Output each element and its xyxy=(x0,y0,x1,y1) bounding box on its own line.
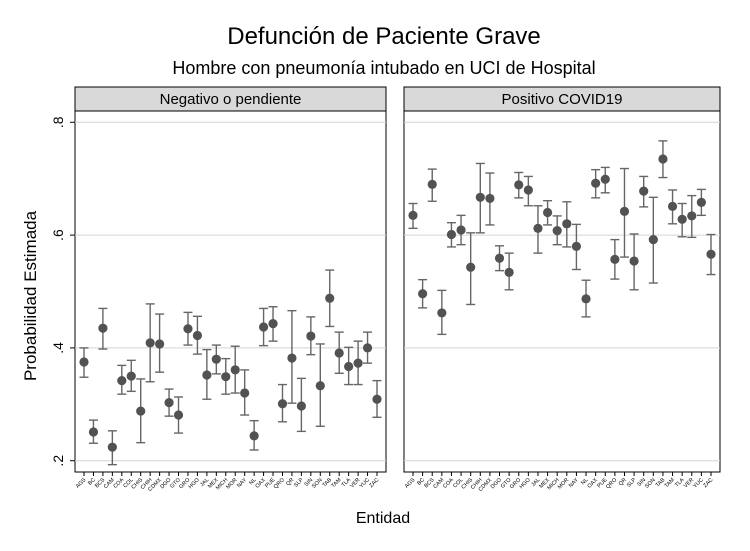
data-point xyxy=(687,211,697,221)
data-point xyxy=(667,201,678,211)
panel-title: Negativo o pendiente xyxy=(160,91,302,108)
y-tick-label: .4 xyxy=(50,342,66,354)
y-tick-label: .2 xyxy=(50,455,66,467)
x-axis-label: Entidad xyxy=(356,510,410,527)
data-point xyxy=(446,229,457,240)
x-tick-label: SLP xyxy=(626,477,638,489)
x-tick-label: NL xyxy=(580,477,589,486)
data-point xyxy=(494,253,505,263)
data-point xyxy=(427,179,437,189)
data-point xyxy=(202,370,212,380)
panel-header xyxy=(74,86,387,112)
x-tick-label: BC xyxy=(416,477,426,487)
x-tick-label: SLP xyxy=(293,477,305,489)
data-point xyxy=(475,192,485,202)
data-point xyxy=(504,267,514,277)
data-point xyxy=(677,214,687,224)
data-point xyxy=(542,207,553,218)
data-point xyxy=(629,256,639,266)
data-point xyxy=(362,343,373,353)
data-point xyxy=(173,410,184,420)
data-point xyxy=(334,348,344,358)
data-point xyxy=(571,241,582,251)
data-point xyxy=(315,381,325,391)
data-point xyxy=(117,376,127,386)
data-point xyxy=(581,294,591,304)
data-point xyxy=(696,197,706,207)
data-point xyxy=(325,293,335,303)
data-point xyxy=(296,401,306,411)
data-point xyxy=(658,154,668,164)
data-point xyxy=(240,388,250,398)
data-point xyxy=(523,185,533,195)
data-point xyxy=(249,431,259,441)
data-point xyxy=(221,372,231,382)
x-tick-label: JAL xyxy=(530,477,541,488)
data-point xyxy=(192,330,203,341)
data-point xyxy=(514,180,524,190)
data-point xyxy=(126,371,136,381)
y-axis-label: Probabilidad Estimada xyxy=(21,210,40,381)
data-point xyxy=(88,427,99,437)
data-point xyxy=(211,354,221,364)
data-point xyxy=(353,358,363,368)
panel-title: Positivo COVID19 xyxy=(502,91,623,108)
chart-title: Defunción de Paciente Grave xyxy=(227,23,541,50)
x-tick-label: QR xyxy=(285,477,295,487)
x-tick-label: TLA xyxy=(674,477,686,489)
x-tick-label: QR xyxy=(618,477,628,487)
x-tick-label: SIN xyxy=(636,477,647,488)
data-point xyxy=(591,178,601,188)
data-point xyxy=(466,262,476,272)
x-tick-label: TLA xyxy=(341,477,353,489)
y-tick-label: .8 xyxy=(50,116,66,128)
chart-subtitle: Hombre con pneumonía intubado en UCI de … xyxy=(172,58,595,78)
data-point xyxy=(287,353,297,363)
data-point xyxy=(610,254,620,264)
data-point xyxy=(619,206,630,217)
data-point xyxy=(408,210,418,220)
data-point xyxy=(277,399,288,409)
plot-frame xyxy=(403,110,721,473)
data-point xyxy=(533,223,543,233)
data-point xyxy=(706,249,716,259)
data-point xyxy=(145,338,155,348)
x-tick-label: NL xyxy=(248,477,257,486)
x-tick-label: SIN xyxy=(304,477,315,488)
data-point xyxy=(98,323,108,333)
y-tick-label: .6 xyxy=(50,229,66,241)
x-tick-label: JAL xyxy=(199,477,210,488)
data-point xyxy=(79,357,89,367)
x-tick-label: BC xyxy=(87,477,97,487)
data-point xyxy=(306,331,316,341)
data-point xyxy=(107,442,117,452)
x-tick-label: TAB xyxy=(322,477,334,489)
plot-frame xyxy=(74,110,387,473)
data-point xyxy=(418,289,428,299)
data-point xyxy=(456,225,466,235)
data-point xyxy=(437,308,447,318)
data-point xyxy=(552,225,562,236)
data-point xyxy=(485,193,495,204)
data-point xyxy=(230,365,240,375)
data-point xyxy=(164,398,174,408)
data-point xyxy=(136,406,146,416)
data-point xyxy=(372,394,382,404)
data-point xyxy=(183,324,193,334)
data-point xyxy=(268,319,278,329)
data-point xyxy=(639,186,649,196)
data-point xyxy=(344,361,354,372)
data-point xyxy=(258,322,269,332)
x-tick-label: TAB xyxy=(655,477,667,489)
data-point xyxy=(562,219,572,229)
data-point xyxy=(600,174,610,184)
data-point xyxy=(155,339,165,349)
data-point xyxy=(648,235,658,245)
